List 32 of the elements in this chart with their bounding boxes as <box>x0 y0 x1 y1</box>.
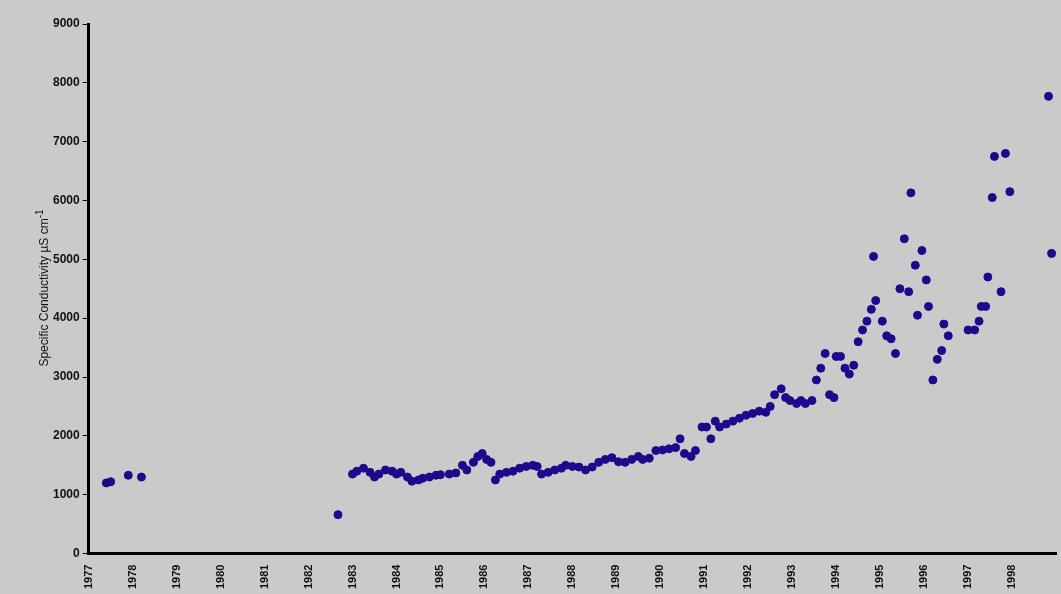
x-tick-label: 1997 <box>961 564 974 590</box>
y-tick-label: 8000 <box>52 75 81 90</box>
x-tick-label: 1981 <box>257 564 270 590</box>
y-tick-label: 4000 <box>52 310 81 325</box>
x-tick-label: 1978 <box>125 564 138 590</box>
x-tick-label: 1980 <box>213 564 226 590</box>
x-tick-label: 1993 <box>785 564 798 590</box>
x-tick-label: 1991 <box>697 564 710 590</box>
x-tick-label: 1988 <box>565 564 578 590</box>
y-tick-label: 0 <box>73 545 81 560</box>
x-tick-label: 1995 <box>873 564 886 590</box>
y-tick-label: 5000 <box>52 251 81 266</box>
x-tick-label: 1998 <box>1005 564 1018 590</box>
y-tick-label: 1000 <box>52 487 81 502</box>
x-tick-label: 1984 <box>389 563 402 590</box>
x-tick-label: 1987 <box>521 564 534 590</box>
y-tick-label: 3000 <box>52 369 81 384</box>
x-tick-label: 1992 <box>741 564 754 590</box>
y-tick-label: 7000 <box>52 133 81 148</box>
y-tick-label: 2000 <box>52 428 81 443</box>
y-tick-label: 6000 <box>52 192 81 207</box>
x-tick-label: 1977 <box>81 564 94 590</box>
x-tick-label: 1996 <box>917 564 930 590</box>
x-tick-label: 1985 <box>433 564 446 590</box>
x-tick-label: 1983 <box>345 564 358 590</box>
x-tick-label: 1994 <box>829 563 842 590</box>
x-tick-label: 1982 <box>301 564 314 590</box>
x-tick-label: 1990 <box>653 564 666 590</box>
y-tick-label: 9000 <box>52 16 81 31</box>
x-tick-label: 1986 <box>477 564 490 590</box>
x-tick-label: 1979 <box>169 564 182 590</box>
x-tick-label: 1989 <box>609 564 622 590</box>
